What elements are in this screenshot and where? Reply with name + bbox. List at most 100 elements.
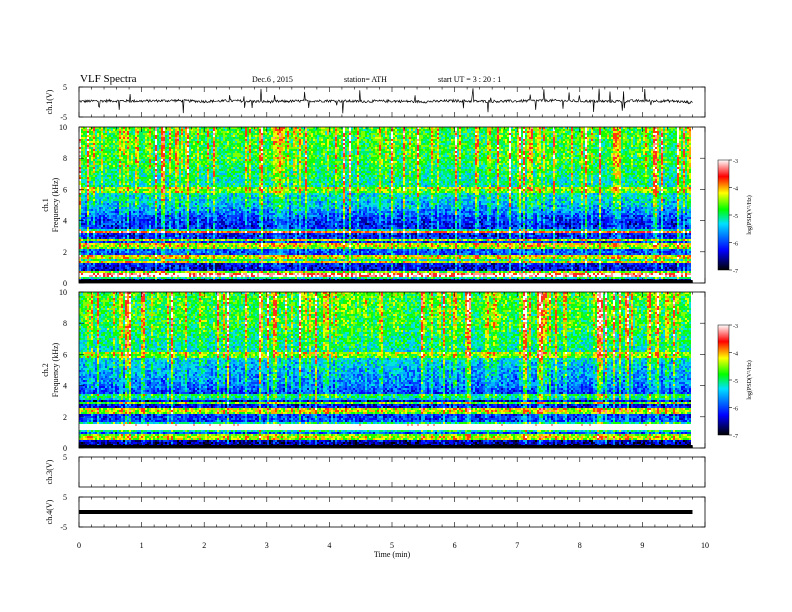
ch1-spectrogram-cell — [217, 223, 219, 227]
ch1-spectrogram-cell — [227, 209, 229, 211]
ch1-spectrogram-cell — [121, 259, 123, 261]
ch1-spectrogram-cell — [165, 259, 167, 261]
ch1-spectrogram-cell — [223, 263, 225, 265]
ch1-spectrogram-cell — [147, 137, 149, 139]
ch1-spectrogram-cell — [127, 197, 129, 199]
ch1-spectrogram-cell — [151, 139, 153, 143]
ch1-spectrogram-cell — [157, 209, 159, 211]
ch1-spectrogram-cell — [217, 251, 219, 253]
ch1-spectrogram-cell — [219, 231, 221, 233]
ch1-spectrogram-cells — [79, 127, 691, 283]
ch1-spectrogram-cell — [103, 169, 105, 173]
ch1-spectrogram-cell — [165, 183, 167, 185]
ch1-spectrogram-cell — [205, 183, 207, 185]
ch1-spectrogram-cell — [193, 133, 195, 135]
ch1-spectrogram-cell — [91, 157, 93, 161]
ch1-spectrogram-cell — [187, 137, 189, 139]
ch1-spectrogram-cell — [133, 211, 135, 213]
ch1-spectrogram-cell — [179, 277, 181, 279]
ch1-spectrogram-cell — [133, 215, 135, 217]
ch1-spectrogram-cell — [181, 129, 183, 131]
ch1-spectrogram-cell — [81, 187, 83, 191]
ch1-spectrogram-cell — [137, 241, 139, 243]
ch1-spectrogram-cell — [227, 201, 229, 203]
ch1-spectrogram-cell — [79, 215, 81, 217]
ch1-spectrogram-cell — [127, 163, 129, 165]
ch1-spectrogram-cell — [135, 273, 137, 275]
ch1-spectrogram-cell — [145, 145, 147, 147]
ch1-spectrogram-cell — [225, 221, 227, 223]
ch1-spectrogram-cell — [145, 207, 147, 209]
ch1-spectrogram-cell — [133, 235, 135, 237]
ch1-spectrogram-cell — [173, 181, 175, 183]
ch1-spectrogram-cell — [129, 195, 131, 197]
ch1-spectrogram-cell — [171, 183, 173, 185]
ch1-spectrogram-cell — [117, 217, 119, 221]
ch1-spectrogram-cell — [203, 231, 205, 233]
ch1-spectrogram-cell — [191, 137, 193, 139]
ch1-spectrogram-cell — [131, 215, 133, 221]
ch1-spectrogram-cell — [161, 261, 163, 263]
ch1-spectrogram-cell — [221, 155, 223, 157]
ch1-spectrogram-cell — [153, 155, 155, 157]
ch1-spectrogram-cell — [163, 189, 165, 193]
ch1-spectrogram-cell — [231, 193, 233, 197]
ch1-spectrogram-cell — [119, 187, 121, 189]
ch1-spectrogram-cell — [81, 223, 83, 225]
ch1-spectrogram-cell — [169, 139, 171, 141]
ch1-spectrogram-cell — [127, 149, 129, 151]
ch1-spectrogram-cell — [233, 147, 235, 149]
ch1-spectrogram-cell — [93, 257, 95, 259]
ch1-spectrogram-cell — [81, 217, 83, 219]
ch1-spectrogram-cell — [89, 193, 91, 195]
ch1-spectrogram-cell — [179, 215, 181, 217]
ch1-spectrogram-cell — [201, 175, 203, 177]
ch1-spectrogram-cell — [217, 241, 219, 243]
ch1-spectrogram-cell — [191, 247, 193, 249]
ch1-spectrogram-cell — [141, 267, 143, 269]
ch1-spectrogram-cell — [91, 195, 93, 197]
ch1-spectrogram-cell — [165, 137, 167, 143]
ch1-spectrogram-cell — [147, 133, 149, 135]
ch1-spectrogram-cell — [127, 255, 129, 257]
ch1-spectrogram-cell — [99, 127, 101, 129]
ch1-spectrogram-cell — [221, 167, 223, 169]
ch1-spectrogram-cell — [139, 235, 141, 239]
ch1-spectrogram-cell — [229, 167, 231, 171]
ch1-spectrogram-cell — [125, 211, 127, 213]
ch1-spectrogram-cell — [163, 177, 165, 179]
ch1-spectrogram-cell — [201, 251, 203, 253]
ch1-spectrogram-cell — [199, 273, 201, 275]
ch1-spectrogram-cell — [113, 277, 115, 279]
ch1-spectrogram-cell — [107, 143, 109, 147]
ch1-spectrogram-cell — [131, 239, 133, 241]
ch1-spectrogram-cell — [143, 171, 145, 173]
ch1-spectrogram-cell — [121, 243, 123, 245]
ch1-spectrogram-cell — [169, 131, 171, 133]
ch1-spectrogram-cell — [179, 139, 181, 141]
ch1-spectrogram-cell — [197, 133, 199, 135]
ch1-spectrogram-cell — [129, 161, 131, 165]
ch1-spectrogram-cell — [105, 159, 107, 161]
ch1-spectrogram-cell — [229, 273, 231, 277]
ch1-spectrogram-cell — [87, 215, 89, 217]
ch1-spectrogram-cell — [203, 151, 205, 155]
ch1-spectrogram-cell — [115, 273, 117, 277]
ch1-spectrogram-cell — [155, 169, 157, 171]
ch1-spectrogram-cell — [207, 163, 209, 165]
ch1-spectrogram-cell — [213, 269, 215, 271]
ch1-spectrogram-cell — [89, 239, 91, 241]
ch1-spectrogram-cell — [165, 181, 167, 183]
ch1-spectrogram-cell — [91, 259, 93, 261]
ch1-spectrogram-cell — [161, 269, 163, 271]
ch1-spectrogram-cell — [185, 135, 187, 137]
ch1-spectrogram-cell — [159, 141, 161, 143]
ch1-spectrogram-cell — [191, 129, 193, 131]
ch1-spectrogram-cell — [131, 255, 133, 257]
ch1-spectrogram-cell — [229, 133, 231, 141]
ch1-spectrogram-cell — [155, 207, 157, 209]
ch1-spectrogram-cell — [125, 131, 127, 133]
ch1-spectrogram-cell — [141, 173, 143, 175]
ch1-spectrogram-cell — [215, 225, 217, 227]
ch1-spectrogram-cell — [197, 161, 199, 163]
